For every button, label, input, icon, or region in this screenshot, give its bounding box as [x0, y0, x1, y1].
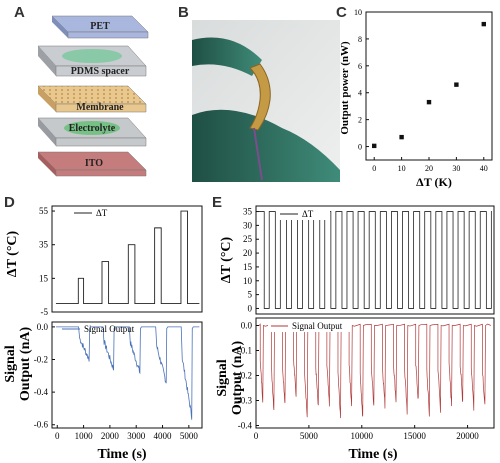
chart-c-ytick-label: 0 — [358, 143, 362, 152]
chart-d-top-ytick-label: 55 — [39, 206, 49, 216]
chart-e-bottom-frame — [255, 317, 495, 429]
chart-c-point — [372, 143, 377, 149]
chart-e-top-frame — [255, 205, 495, 315]
chart-d-top-ytick-label: -5 — [41, 307, 49, 317]
chart-d-top-ylabel: ΔT (°C) — [5, 230, 20, 277]
chart-c-ytick-label: 10 — [354, 8, 362, 17]
chart-c-point — [481, 21, 486, 27]
chart-e-xtick-label: 5000 — [300, 431, 319, 441]
layer-membrane: Membrane — [37, 85, 147, 113]
chart-e-xtick-label: 20000 — [456, 431, 479, 441]
chart-d-top-ytick-label: 35 — [39, 240, 49, 250]
chart-c-ytick-label: 6 — [358, 62, 362, 71]
panel-label-b: B — [178, 4, 189, 21]
layer-electrolyte-label: Electrolyte — [69, 123, 116, 134]
chart-c-ytick-label: 8 — [358, 35, 362, 44]
chart-e-top-ytick-label: 20 — [243, 248, 253, 258]
chart-c-ytick-label: 2 — [358, 116, 362, 125]
layer-stack-diagram: PET PDMS spacer Membrane Electrolyte ITO — [37, 15, 149, 177]
glove-finger-top — [192, 37, 262, 76]
chart-d-bottom-ytick-label: 0.0 — [37, 322, 49, 332]
chart-e-bottom-ytick-label: 0.0 — [241, 321, 253, 331]
chart-e-top-ytick-label: 0 — [248, 303, 253, 313]
chart-d-bottom-ytick-label: -0.4 — [34, 387, 49, 397]
chart-e-bottom-ylabel-2: Output (nA) — [230, 341, 245, 416]
flexible-device-icon — [249, 63, 271, 131]
chart-d-bottom-legend-label: Signal Output — [84, 324, 135, 334]
chart-c-frame — [365, 11, 493, 161]
chart-e-top-series — [258, 211, 492, 309]
chart-d-top-ytick-label: 15 — [39, 273, 49, 283]
chart-e-bottom-ytick-label: -0.2 — [238, 371, 252, 381]
chart-e-bottom-ytick-label: -0.4 — [238, 421, 253, 431]
chart-d-bottom-series — [55, 326, 200, 420]
chart-e-top-ytick-label: 5 — [248, 290, 253, 300]
chart-e-xtick-label: 10000 — [351, 431, 374, 441]
chart-d-bottom-ylabel-2: Output (nA) — [18, 327, 33, 402]
chart-d-bottom-ytick-label: -0.6 — [34, 420, 49, 430]
layer-ito-label: ITO — [85, 158, 103, 169]
chart-c-ytick-label: 4 — [358, 89, 362, 98]
chart-e-top-ytick-label: 35 — [243, 207, 253, 217]
chart-e-top-ytick-label: 25 — [243, 234, 253, 244]
layer-pdms-spacer: PDMS spacer — [37, 45, 147, 77]
chart-e-xtick-label: 0 — [254, 431, 259, 441]
chart-d-bottom-ylabel-1: Signal — [3, 345, 18, 382]
chart-e-bottom-legend-label: Signal Output — [292, 321, 343, 331]
chart-cycling-response: ΔT (°C) Signal Output (nA) Time (s) 0 5 10… — [215, 205, 495, 462]
chart-e-top-ylabel: ΔT (°C) — [219, 236, 234, 283]
chart-c-xtick-label: 40 — [480, 164, 488, 173]
chart-d-xtick-label: 3000 — [127, 431, 146, 441]
chart-d-xtick-label: 4000 — [154, 431, 173, 441]
chart-d-xtick-label: 1000 — [75, 431, 94, 441]
chart-e-bottom-ytick-label: -0.1 — [238, 346, 252, 356]
chart-d-bottom-frame — [51, 321, 203, 429]
panel-label-d: D — [4, 194, 15, 211]
chart-e-top-ytick-label: 15 — [243, 262, 253, 272]
device-photo — [192, 20, 340, 182]
chart-c-xtick-label: 20 — [425, 164, 433, 173]
chart-d-top-frame — [51, 205, 203, 313]
layer-membrane-label: Membrane — [76, 102, 124, 113]
chart-e-xtick-label: 15000 — [403, 431, 426, 441]
layer-pdms-label: PDMS spacer — [71, 66, 130, 77]
panel-label-e: E — [212, 194, 223, 211]
chart-d-xtick-label: 0 — [55, 431, 60, 441]
chart-e-xlabel: Time (s) — [348, 447, 397, 462]
chart-e-bottom-legend-bg — [268, 320, 350, 332]
chart-c-xtick-label: 0 — [372, 164, 376, 173]
chart-c-xtick-label: 30 — [452, 164, 460, 173]
chart-output-power: ΔT (K) Output power (nW) 0 10 20 30 40 0 2 4 6 8 1… — [339, 8, 493, 189]
chart-c-point — [426, 99, 432, 105]
chart-step-response: ΔT (°C) Signal Output (nA) Time (s) -5 15… — [3, 205, 203, 462]
chart-d-top-legend-label: ΔT — [96, 208, 108, 218]
chart-e-bottom-series — [258, 323, 491, 419]
chart-d-xtick-label: 5000 — [180, 431, 199, 441]
chart-c-point — [454, 82, 459, 87]
chart-d-xlabel: Time (s) — [97, 447, 146, 462]
chart-d-bottom-ytick-label: -0.2 — [34, 355, 48, 365]
layer-pet-label: PET — [90, 21, 110, 32]
chart-d-xtick-label: 2000 — [101, 431, 120, 441]
panel-label-c: C — [336, 4, 347, 21]
chart-c-xlabel: ΔT (K) — [416, 175, 452, 189]
chart-c-point — [399, 134, 404, 140]
layer-electrolyte: Electrolyte — [37, 117, 147, 147]
glove-hand — [192, 109, 340, 182]
panel-label-a: A — [14, 4, 25, 21]
chart-e-top-legend-bg — [276, 208, 330, 220]
chart-e-top-ytick-label: 10 — [243, 276, 253, 286]
chart-e-bottom-ytick-label: -0.3 — [238, 396, 253, 406]
layer-pet: PET — [51, 15, 149, 39]
chart-e-bottom-ylabel-1: Signal — [215, 359, 230, 396]
chart-e-top-legend-label: ΔT — [302, 209, 314, 219]
layer-ito: ITO — [37, 151, 147, 177]
chart-c-xtick-label: 10 — [398, 164, 406, 173]
chart-c-ylabel: Output power (nW) — [339, 41, 351, 135]
chart-d-top-series — [55, 210, 200, 305]
chart-e-top-ytick-label: 30 — [243, 220, 253, 230]
